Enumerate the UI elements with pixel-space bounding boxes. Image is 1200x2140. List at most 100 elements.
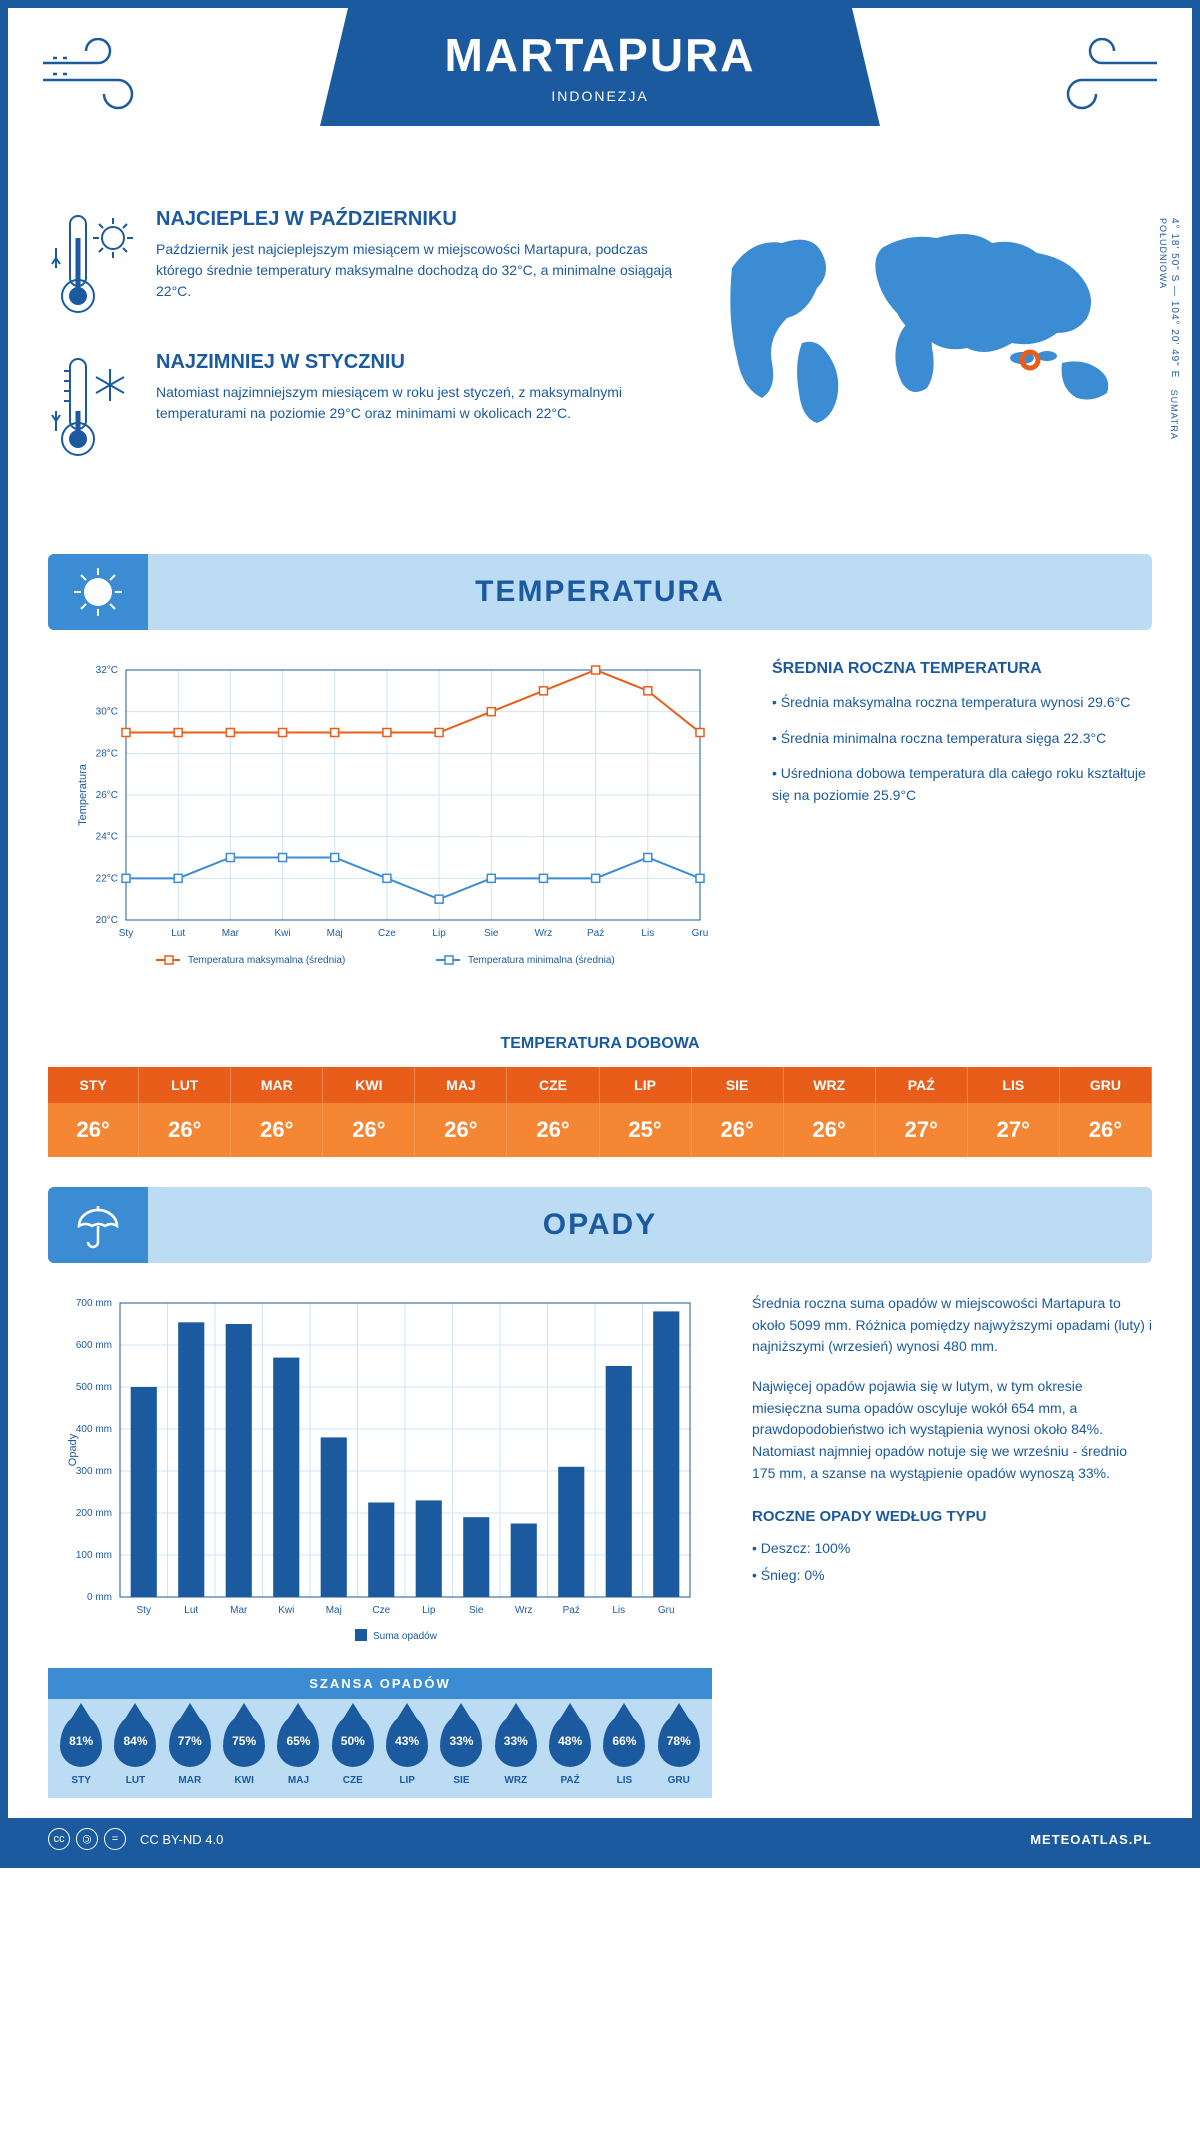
svg-text:Temperatura minimalna (średnia: Temperatura minimalna (średnia) [468, 955, 615, 966]
precip-paragraph: Średnia roczna suma opadów w miejscowośc… [752, 1293, 1152, 1358]
svg-text:Paź: Paź [563, 1605, 580, 1616]
rain-chance-item: 33% WRZ [495, 1715, 537, 1786]
rain-chance-item: 81% STY [60, 1715, 102, 1786]
temp-bullet: • Średnia maksymalna roczna temperatura … [772, 692, 1152, 714]
svg-text:600 mm: 600 mm [76, 1340, 112, 1351]
coordinates: 4° 18' 50" S — 104° 20' 49" E SUMATRA PO… [1158, 218, 1180, 494]
svg-text:Maj: Maj [326, 1605, 342, 1616]
svg-text:Cze: Cze [378, 928, 396, 939]
svg-text:Sie: Sie [484, 928, 499, 939]
svg-text:700 mm: 700 mm [76, 1298, 112, 1309]
table-cell: 25° [599, 1103, 691, 1157]
table-cell: 26° [48, 1103, 139, 1157]
table-header: SIE [691, 1067, 783, 1103]
svg-text:Sty: Sty [137, 1605, 151, 1616]
svg-text:Sty: Sty [119, 928, 133, 939]
svg-text:Gru: Gru [692, 928, 709, 939]
svg-text:22°C: 22°C [96, 873, 118, 884]
table-cell: 26° [415, 1103, 507, 1157]
svg-text:Lip: Lip [432, 928, 446, 939]
raindrop-icon: 50% [332, 1715, 374, 1767]
nd-icon: = [104, 1828, 126, 1850]
svg-text:500 mm: 500 mm [76, 1382, 112, 1393]
title-ribbon: MARTAPURA INDONEZJA [320, 8, 880, 126]
coldest-title: NAJZIMNIEJ W STYCZNIU [156, 351, 682, 374]
raindrop-icon: 84% [114, 1715, 156, 1767]
license-badge: cc 🄯 = CC BY-ND 4.0 [48, 1828, 223, 1850]
precip-section-header: OPADY [48, 1187, 1152, 1263]
raindrop-icon: 65% [277, 1715, 319, 1767]
svg-text:Lis: Lis [641, 928, 654, 939]
raindrop-icon: 48% [549, 1715, 591, 1767]
svg-text:100 mm: 100 mm [76, 1550, 112, 1561]
svg-text:Temperatura maksymalna (średni: Temperatura maksymalna (średnia) [188, 955, 345, 966]
table-header: LIP [599, 1067, 691, 1103]
footer: cc 🄯 = CC BY-ND 4.0 METEOATLAS.PL [8, 1818, 1192, 1860]
svg-text:Wrz: Wrz [535, 928, 553, 939]
raindrop-icon: 66% [603, 1715, 645, 1767]
svg-text:Maj: Maj [327, 928, 343, 939]
temp-bullet: • Średnia minimalna roczna temperatura s… [772, 728, 1152, 750]
svg-text:Wrz: Wrz [515, 1605, 533, 1616]
thermometer-sun-icon [48, 208, 138, 323]
table-cell: 26° [1059, 1103, 1151, 1157]
svg-text:Lip: Lip [422, 1605, 436, 1616]
precip-type-title: ROCZNE OPADY WEDŁUG TYPU [752, 1505, 1152, 1528]
raindrop-icon: 43% [386, 1715, 428, 1767]
svg-text:Opady: Opady [67, 1433, 79, 1466]
umbrella-icon [48, 1187, 148, 1263]
wind-icon [1042, 38, 1162, 118]
svg-text:Cze: Cze [372, 1605, 390, 1616]
rain-chance-item: 48% PAŹ [549, 1715, 591, 1786]
license-text: CC BY-ND 4.0 [140, 1832, 223, 1847]
svg-text:Kwi: Kwi [278, 1605, 294, 1616]
precipitation-bar-chart: 0 mm100 mm200 mm300 mm400 mm500 mm600 mm… [48, 1293, 712, 1658]
svg-text:Sie: Sie [469, 1605, 484, 1616]
table-cell: 27° [875, 1103, 967, 1157]
raindrop-icon: 77% [169, 1715, 211, 1767]
rain-chance-strip: SZANSA OPADÓW 81% STY 84% LUT 77% MAR 75… [48, 1668, 712, 1798]
daily-temp-title: TEMPERATURA DOBOWA [8, 1035, 1192, 1053]
raindrop-icon: 78% [658, 1715, 700, 1767]
sun-icon [48, 554, 148, 630]
table-cell: 26° [139, 1103, 231, 1157]
table-header: STY [48, 1067, 139, 1103]
svg-text:Suma opadów: Suma opadów [373, 1631, 438, 1642]
svg-text:Lut: Lut [184, 1605, 198, 1616]
temp-bullet: • Uśredniona dobowa temperatura dla całe… [772, 763, 1152, 806]
table-header: CZE [507, 1067, 599, 1103]
svg-text:Gru: Gru [658, 1605, 675, 1616]
svg-text:300 mm: 300 mm [76, 1466, 112, 1477]
rain-chance-item: 65% MAJ [277, 1715, 319, 1786]
precip-type-item: • Śnieg: 0% [752, 1565, 1152, 1587]
daily-temperature-table: STYLUTMARKWIMAJCZELIPSIEWRZPAŹLISGRU26°2… [48, 1067, 1152, 1157]
cc-icon: cc [48, 1828, 70, 1850]
table-cell: 26° [783, 1103, 875, 1157]
table-header: LUT [139, 1067, 231, 1103]
table-header: MAJ [415, 1067, 507, 1103]
warmest-title: NAJCIEPLEJ W PAŹDZIERNIKU [156, 208, 682, 231]
table-header: GRU [1059, 1067, 1151, 1103]
svg-text:Mar: Mar [230, 1605, 248, 1616]
raindrop-icon: 75% [223, 1715, 265, 1767]
by-icon: 🄯 [76, 1828, 98, 1850]
svg-text:30°C: 30°C [96, 707, 118, 718]
rain-chance-item: 33% SIE [440, 1715, 482, 1786]
rain-chance-item: 50% CZE [332, 1715, 374, 1786]
chance-title: SZANSA OPADÓW [48, 1668, 712, 1699]
precip-paragraph: Najwięcej opadów pojawia się w lutym, w … [752, 1376, 1152, 1484]
warmest-block: NAJCIEPLEJ W PAŹDZIERNIKU Październik je… [48, 208, 682, 323]
temperature-line-chart: 20°C22°C24°C26°C28°C30°C32°CStyLutMarKwi… [48, 660, 732, 985]
svg-text:Lis: Lis [612, 1605, 625, 1616]
svg-text:Temperatura: Temperatura [77, 763, 89, 826]
svg-text:Mar: Mar [222, 928, 240, 939]
table-cell: 26° [507, 1103, 599, 1157]
table-cell: 27° [967, 1103, 1059, 1157]
table-header: PAŹ [875, 1067, 967, 1103]
wind-icon [38, 38, 158, 118]
svg-text:Paź: Paź [587, 928, 604, 939]
rain-chance-item: 77% MAR [169, 1715, 211, 1786]
svg-text:20°C: 20°C [96, 915, 118, 926]
rain-chance-item: 78% GRU [658, 1715, 700, 1786]
temperature-section-header: TEMPERATURA [48, 554, 1152, 630]
